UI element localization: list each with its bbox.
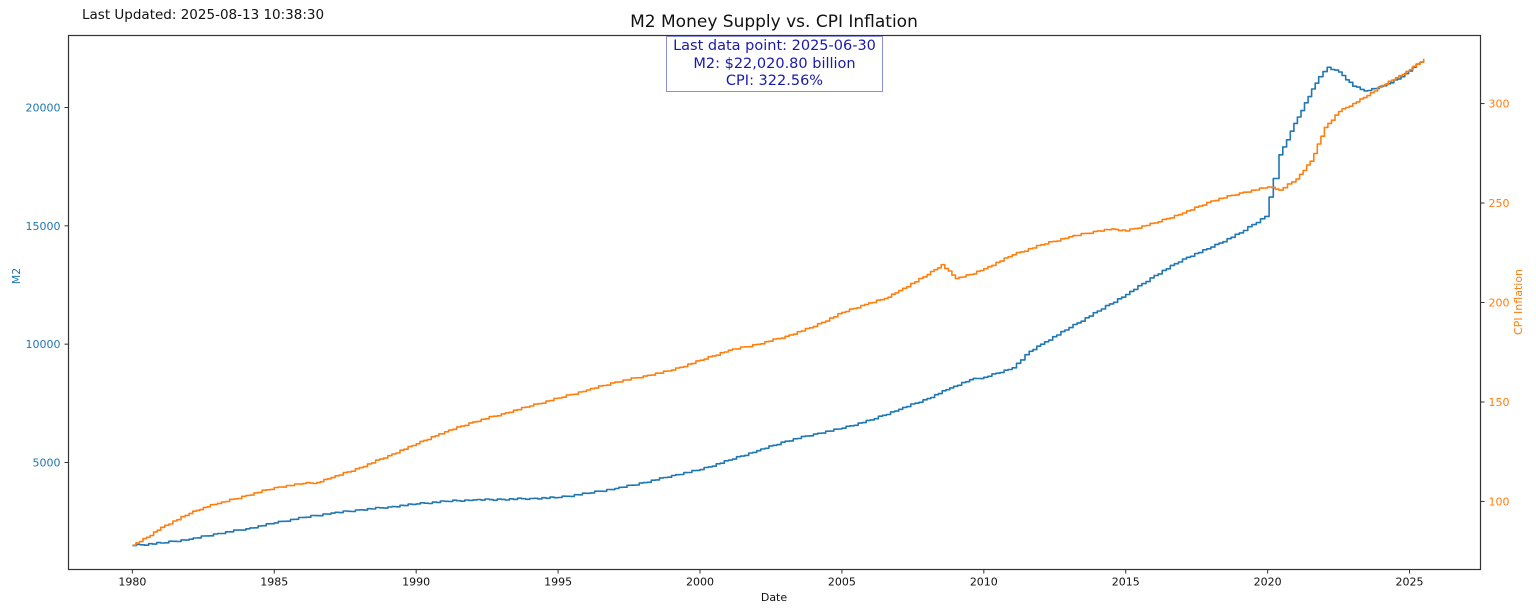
m2-series-line bbox=[132, 59, 1425, 547]
right-y-tick-label: 250 bbox=[1489, 197, 1510, 210]
left-y-tick-label: 15000 bbox=[26, 220, 61, 233]
x-axis-ticks: 1980 1985 1990 1995 2000 2005 2010 2015 2020 2025 bbox=[118, 569, 1424, 589]
x-tick-label: 2015 bbox=[1112, 576, 1140, 589]
right-y-tick-label: 200 bbox=[1489, 297, 1510, 310]
x-tick-label: 2000 bbox=[686, 576, 714, 589]
left-y-axis-label: M2 bbox=[10, 268, 23, 285]
right-y-axis-ticks: 100 150 200 250 300 bbox=[1480, 98, 1510, 508]
cpi-series-line bbox=[132, 58, 1425, 546]
x-tick-label: 1995 bbox=[544, 576, 572, 589]
annotation-m2: M2: $22,020.80 billion bbox=[693, 55, 856, 72]
x-tick-label: 2010 bbox=[970, 576, 998, 589]
right-y-tick-label: 150 bbox=[1489, 396, 1510, 409]
last-updated-label: Last Updated: 2025-08-13 10:38:30 bbox=[82, 7, 325, 23]
x-tick-label: 2020 bbox=[1254, 576, 1282, 589]
chart-title: M2 Money Supply vs. CPI Inflation bbox=[630, 12, 918, 32]
right-y-tick-label: 100 bbox=[1489, 495, 1510, 508]
right-y-tick-label: 300 bbox=[1489, 98, 1510, 111]
left-y-axis-ticks: 5000 10000 15000 20000 bbox=[26, 101, 69, 470]
x-axis-label: Date bbox=[761, 591, 788, 604]
annotation-date: Last data point: 2025-06-30 bbox=[673, 38, 876, 54]
x-tick-label: 2005 bbox=[828, 576, 856, 589]
annotation-cpi: CPI: 322.56% bbox=[725, 73, 824, 89]
left-y-tick-label: 5000 bbox=[33, 457, 61, 470]
left-y-tick-label: 20000 bbox=[26, 101, 61, 114]
plot-lines bbox=[132, 58, 1425, 547]
plot-area-frame bbox=[67, 34, 1482, 571]
x-tick-label: 1990 bbox=[402, 576, 430, 589]
right-y-axis-label: CPI Inflation bbox=[1512, 269, 1525, 335]
x-tick-label: 1980 bbox=[118, 576, 146, 589]
left-y-tick-label: 10000 bbox=[26, 338, 61, 351]
x-tick-label: 1985 bbox=[260, 576, 288, 589]
x-tick-label: 2025 bbox=[1396, 576, 1424, 589]
last-data-point-annotation: Last data point: 2025-06-30 M2: $22,020.… bbox=[666, 36, 883, 92]
